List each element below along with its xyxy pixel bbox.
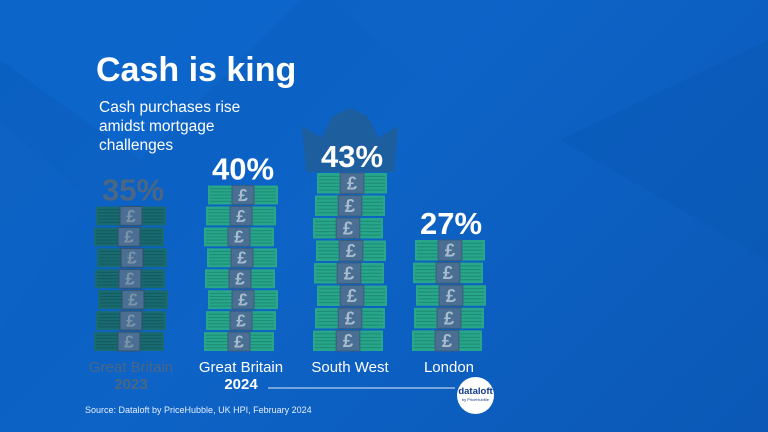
category-label: South West (311, 359, 389, 376)
banknote: £ (313, 330, 383, 352)
banknote: £ (315, 195, 385, 217)
crown-icon (302, 108, 398, 172)
banknote: £ (207, 248, 277, 268)
category-label: 2023 (114, 376, 147, 393)
value-label: 35% (102, 172, 164, 207)
pound-icon: £ (238, 185, 248, 205)
chart-title: Cash is king (96, 51, 297, 89)
pound-icon: £ (443, 262, 454, 283)
banknote: £ (313, 217, 383, 239)
category-label: London (424, 359, 474, 376)
bar-0: £££££££ (94, 206, 168, 352)
banknote: £ (97, 248, 167, 268)
bars-layer: ££££££££££££££££££££££££££££ (94, 172, 486, 352)
banknote: £ (96, 310, 166, 331)
banknote: £ (314, 262, 384, 284)
pound-icon: £ (347, 285, 358, 306)
pound-icon: £ (125, 269, 135, 289)
banknote: £ (206, 310, 276, 331)
crown-layer (302, 108, 398, 172)
pound-icon: £ (446, 285, 457, 306)
pound-icon: £ (345, 308, 356, 329)
pound-icon: £ (237, 248, 247, 268)
pound-icon: £ (343, 218, 354, 239)
pound-icon: £ (347, 173, 358, 194)
pound-icon: £ (238, 290, 248, 310)
banknote: £ (204, 331, 274, 352)
banknote: £ (206, 206, 276, 226)
category-label: Great Britain (199, 359, 283, 376)
banknote: £ (94, 331, 164, 352)
value-label: 40% (212, 152, 274, 187)
banknote: £ (208, 290, 278, 310)
banknote: £ (204, 227, 274, 247)
chart-subtitle: Cash purchases rise amidst mortgage chal… (99, 99, 241, 154)
pound-icon: £ (126, 310, 136, 330)
value-label: 27% (420, 206, 482, 241)
pound-icon: £ (124, 331, 134, 351)
banknote: £ (316, 240, 386, 262)
banknote: £ (317, 285, 387, 307)
pound-icon: £ (124, 227, 134, 247)
pound-icon: £ (234, 331, 244, 351)
banknote: £ (416, 284, 486, 307)
pound-icon: £ (346, 240, 357, 261)
source-note: Source: Dataloft by PriceHubble, UK HPI,… (85, 405, 312, 415)
pound-icon: £ (126, 206, 136, 226)
logo-subtext: by PriceHubble (461, 397, 490, 402)
banknote: £ (205, 269, 275, 289)
pound-icon: £ (444, 307, 455, 328)
pound-icon: £ (128, 290, 138, 310)
value-label: 43% (321, 139, 383, 174)
banknote: £ (94, 227, 164, 247)
pound-icon: £ (236, 310, 246, 330)
pound-icon: £ (236, 206, 246, 226)
banknote: £ (413, 262, 483, 284)
banknote: £ (317, 172, 387, 194)
pound-icon: £ (345, 195, 356, 216)
logo-wordmark: dataloft (458, 386, 493, 397)
banknote: £ (98, 290, 168, 310)
pound-icon: £ (344, 263, 355, 284)
banknote: £ (315, 307, 385, 329)
bar-1: ££££££££ (204, 185, 278, 352)
value-labels-layer: 35% 40% 43% 27% (102, 139, 482, 241)
pound-icon: £ (235, 269, 245, 289)
banknote: £ (412, 329, 482, 352)
bar-3: £££££ (412, 239, 486, 352)
pound-icon: £ (343, 330, 354, 351)
pound-icon: £ (127, 248, 137, 268)
dataloft-logo: dataloft by PriceHubble (457, 377, 494, 414)
banknote: £ (415, 239, 485, 262)
pound-icon: £ (445, 240, 456, 261)
banknote: £ (96, 206, 166, 226)
banknote: £ (208, 185, 278, 205)
category-label: 2024 (224, 376, 258, 393)
pound-icon: £ (442, 330, 453, 351)
category-label: Great Britain (89, 359, 173, 376)
pound-icon: £ (234, 227, 244, 247)
banknote: £ (95, 269, 165, 289)
bar-2: ££££££££ (313, 172, 387, 352)
banknote: £ (414, 307, 484, 329)
